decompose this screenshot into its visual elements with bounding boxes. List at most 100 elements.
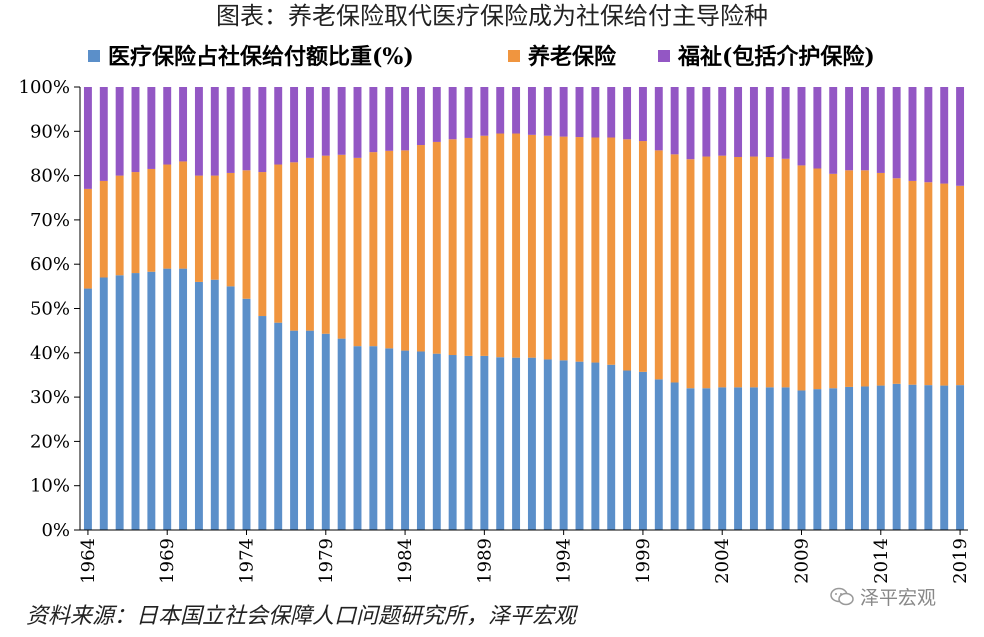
bar-1-1971: [194, 281, 203, 530]
bar-3-1990: [496, 87, 505, 134]
bar-2-2007: [765, 156, 774, 388]
bar-3-1971: [194, 87, 203, 176]
bar-1-2003: [702, 388, 711, 530]
y-tick-label: 70%: [30, 210, 70, 231]
bar-2-1974: [242, 170, 251, 299]
bar-1-2008: [781, 387, 790, 530]
bar-1-2018: [940, 385, 949, 530]
bar-1-1997: [607, 364, 616, 530]
bar-2-2000: [654, 150, 663, 380]
bar-3-2017: [924, 87, 933, 183]
bar-1-1966: [115, 275, 124, 530]
bar-1-2011: [829, 388, 838, 530]
bar-3-1965: [99, 87, 108, 181]
bar-3-1985: [416, 87, 425, 146]
watermark: 泽平宏观: [830, 583, 936, 610]
bar-3-1978: [305, 87, 314, 158]
bar-3-1967: [131, 87, 140, 173]
x-tick-label: 1979: [316, 538, 337, 584]
bar-1-1976: [274, 322, 283, 530]
bar-1-2010: [813, 389, 822, 530]
bar-1-2012: [845, 386, 854, 530]
bar-1-1984: [401, 350, 410, 530]
bar-2-1971: [194, 175, 203, 282]
bar-3-1964: [83, 87, 92, 189]
bar-2-1975: [258, 172, 267, 317]
bar-2-2006: [749, 156, 758, 388]
legend-swatch-2: [508, 50, 520, 62]
bar-2-1979: [321, 155, 330, 334]
bar-1-2016: [908, 384, 917, 530]
source-note: 资料来源：日本国立社会保障人口问题研究所，泽平宏观: [26, 604, 577, 629]
bar-1-1991: [512, 357, 521, 530]
bar-2-1992: [527, 134, 536, 358]
bar-3-2016: [908, 87, 917, 181]
bar-1-1987: [448, 355, 457, 530]
bar-3-1986: [432, 87, 441, 142]
bar-3-1991: [512, 87, 521, 134]
bar-3-2010: [813, 87, 822, 169]
bar-1-2001: [670, 382, 679, 530]
bar-2-2001: [670, 154, 679, 383]
bar-1-1998: [623, 370, 632, 530]
stacked-bar-chart: 医疗保险占社保给付额比重(%) 养老保险 福祉(包括介护保险) 0% 10% 20% 30…: [19, 44, 972, 584]
bar-3-2003: [702, 87, 711, 157]
bar-3-1999: [638, 87, 647, 142]
bar-2-2015: [892, 178, 901, 384]
bar-3-1981: [353, 87, 362, 158]
bar-1-2013: [860, 386, 869, 530]
bar-1-1978: [305, 330, 314, 530]
wechat-icon: [830, 587, 854, 605]
x-tick-label: 1969: [157, 538, 178, 584]
bar-2-2009: [797, 165, 806, 391]
bar-1-2000: [654, 379, 663, 530]
bar-3-2015: [892, 87, 901, 179]
bar-2-1977: [290, 162, 299, 331]
bar-3-1969: [163, 87, 172, 165]
bar-3-1966: [115, 87, 124, 176]
bar-1-1974: [242, 298, 251, 530]
x-tick-label: 1964: [78, 538, 99, 584]
bar-2-2008: [781, 158, 790, 388]
bar-1-1970: [179, 268, 188, 530]
bar-1-1980: [337, 338, 346, 530]
legend-label-1: 医疗保险占社保给付额比重(%): [108, 44, 414, 70]
bar-1-1972: [210, 279, 219, 530]
axes: 1964 1969 1974 1979 1984 1989 1994 1999 2004 2009…: [78, 87, 971, 584]
bar-2-1990: [496, 133, 505, 358]
bar-2-1984: [401, 150, 410, 351]
bar-2-2004: [718, 155, 727, 388]
bar-3-2013: [860, 87, 869, 171]
bar-3-1994: [559, 87, 568, 137]
bar-2-1999: [638, 141, 647, 372]
legend-swatch-3: [658, 50, 670, 62]
y-tick-label: 0%: [41, 520, 70, 541]
bar-3-2009: [797, 87, 806, 166]
bar-1-2004: [718, 387, 727, 530]
bar-2-1964: [83, 188, 92, 289]
bar-1-1967: [131, 273, 140, 530]
x-tick-label: 1974: [237, 538, 258, 584]
bar-2-1980: [337, 154, 346, 339]
bar-3-1996: [591, 87, 600, 138]
bar-1-1983: [385, 348, 394, 530]
bar-1-1964: [83, 288, 92, 530]
bar-2-1967: [131, 172, 140, 274]
bar-1-2017: [924, 385, 933, 530]
bar-1-1995: [575, 361, 584, 530]
bar-2-2012: [845, 170, 854, 387]
bar-1-2005: [734, 387, 743, 530]
bar-1-1999: [638, 371, 647, 530]
bar-1-1996: [591, 362, 600, 530]
bar-1-1990: [496, 357, 505, 530]
y-tick-label: 50%: [30, 299, 70, 320]
bar-2-2018: [940, 183, 949, 386]
bar-3-2018: [940, 87, 949, 184]
bar-1-1989: [480, 355, 489, 530]
bar-3-1968: [147, 87, 156, 169]
bar-2-2005: [734, 156, 743, 388]
watermark-text: 泽平宏观: [860, 587, 937, 609]
bar-1-1977: [290, 330, 299, 530]
bar-2-2014: [876, 172, 885, 386]
bar-2-1965: [99, 180, 108, 278]
